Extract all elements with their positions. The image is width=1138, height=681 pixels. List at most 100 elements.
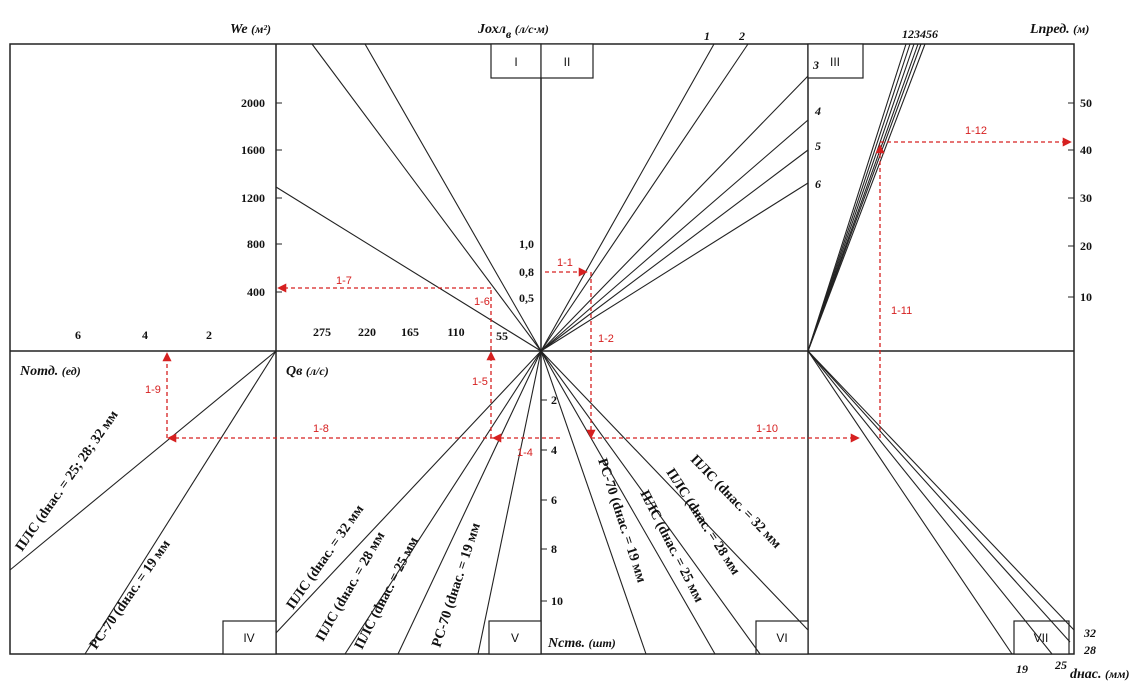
q3-line-5: [807, 43, 922, 352]
quadrant-box-vii: VII: [1013, 620, 1070, 655]
nstv-tick: 8: [551, 542, 557, 556]
line-labels: 1 2 3 4 5 6 123456: [704, 27, 938, 191]
qe-tick: 55: [496, 329, 508, 343]
q2-line-label: 3: [812, 58, 819, 72]
step-label: 1-12: [965, 125, 987, 137]
step-label: 1-1: [557, 257, 573, 269]
quadrant-boxes: I II III IV V VI VII: [222, 43, 1070, 655]
axis-title-joxn: Jохлв (л/с·м): [477, 22, 549, 41]
quadrant-label-vi: VI: [776, 631, 787, 645]
q7-line-c: [807, 350, 1071, 643]
step-label: 1-2: [598, 333, 614, 345]
q1-line-b: [364, 43, 542, 352]
notd-tick: 4: [142, 328, 148, 342]
q3-line-label: 123456: [902, 27, 938, 41]
q5-line-c: [397, 350, 542, 655]
joxn-tick: 0,8: [519, 265, 534, 279]
axis-title-dnas: dнас. (мм): [1070, 667, 1129, 681]
step-label: 1-7: [336, 275, 352, 287]
quadrant-box-iii: III: [807, 43, 864, 79]
step-labels: 1-1 1-2 1-4 1-5 1-6 1-7 1-8 1-9 1-10 1-1…: [145, 125, 987, 459]
step-label: 1-11: [891, 305, 912, 317]
curve-label-q4b: РС-70 (dнас. = 19 мм: [87, 537, 174, 652]
we-tick: 800: [247, 237, 265, 251]
quadrant-box-i: I: [490, 43, 542, 79]
joxn-tick: 1,0: [519, 237, 534, 251]
step-label: 1-10: [756, 423, 778, 435]
step-label: 1-9: [145, 384, 161, 396]
lpred-tick: 40: [1080, 143, 1092, 157]
curve-label-q6a: РС-70 (dнас. = 19 мм: [594, 457, 649, 585]
quadrant-label-v: V: [511, 631, 519, 645]
q6-line-c: [540, 350, 761, 655]
quadrant-label-ii: II: [564, 55, 571, 69]
qe-tick: 220: [358, 325, 376, 339]
q7-line-b: [807, 350, 1053, 655]
axis-title-notd: Nотд. (ед): [19, 364, 81, 379]
step-label: 1-5: [472, 376, 488, 388]
curve-label-q5a: ПЛС (dнас. = 32 мм: [284, 502, 368, 612]
q7-line-d: [807, 350, 1075, 631]
lpred-tick: 10: [1080, 290, 1092, 304]
q2-line-label: 4: [814, 104, 821, 118]
axis-title-nstv: Nств. (шт): [547, 636, 616, 651]
q2-line-2: [540, 43, 749, 352]
quadrant-box-v: V: [488, 620, 542, 655]
d-tick: 25: [1054, 658, 1067, 672]
tick-labels: 2000 1600 1200 800 400 1,0 0,8 0,5 50 40…: [75, 96, 1096, 676]
nstv-tick: 4: [551, 443, 557, 457]
axis-title-we: We (м²): [230, 22, 271, 37]
axis-title-lpred: Lпред. (м): [1029, 22, 1089, 37]
d-tick: 28: [1083, 643, 1096, 657]
d-tick: 19: [1016, 662, 1028, 676]
q3-line-3: [807, 43, 915, 352]
nstv-tick: 2: [551, 393, 557, 407]
solution-path: [162, 137, 1072, 443]
nomogram-lines: [9, 43, 1075, 655]
qe-tick: 165: [401, 325, 419, 339]
q3-line-6: [807, 43, 926, 352]
q6-line-d: [540, 350, 809, 631]
quadrant-label-iii: III: [830, 55, 840, 69]
q6-line-a: [540, 350, 647, 655]
q1-line-a: [311, 43, 542, 352]
quadrant-box-vi: VI: [755, 620, 809, 655]
joxn-tick: 0,5: [519, 291, 534, 305]
we-tick: 400: [247, 285, 265, 299]
we-tick: 1600: [241, 143, 265, 157]
q3-line-2: [807, 43, 911, 352]
axis-tick-marks: [276, 102, 1074, 602]
d-tick: 32: [1083, 626, 1096, 640]
nstv-tick: 6: [551, 493, 557, 507]
q2-line-label: 1: [704, 29, 710, 43]
quadrant-label-vii: VII: [1034, 631, 1049, 645]
quadrant-box-iv: IV: [222, 620, 277, 655]
quadrant-label-iv: IV: [243, 631, 254, 645]
q4-line-b: [84, 350, 277, 655]
we-tick: 2000: [241, 96, 265, 110]
q2-line-1: [540, 43, 715, 352]
quadrant-box-ii: II: [540, 43, 594, 79]
qe-tick: 110: [447, 325, 464, 339]
we-tick: 1200: [241, 191, 265, 205]
step-label: 1-4: [517, 447, 533, 459]
lpred-tick: 20: [1080, 239, 1092, 253]
q3-line-1: [807, 43, 907, 352]
step-label: 1-6: [474, 296, 490, 308]
notd-tick: 2: [206, 328, 212, 342]
axis-titles: We (м²) Jохлв (л/с·м) Lпред. (м) Nотд. (…: [19, 22, 1129, 681]
q2-line-3: [540, 75, 809, 352]
nstv-tick: 10: [551, 594, 563, 608]
q2-line-6: [540, 182, 809, 352]
q6-line-b: [540, 350, 716, 655]
q5-line-d: [477, 350, 542, 655]
q4-line-a: [9, 350, 277, 571]
q2-line-4: [540, 119, 809, 352]
lpred-tick: 30: [1080, 191, 1092, 205]
q5-line-a: [275, 350, 542, 634]
q2-line-label: 5: [815, 139, 821, 153]
q2-line-label: 6: [815, 177, 821, 191]
curve-label-q4a: ПЛС (dнас. = 25; 28; 32 мм: [13, 408, 122, 555]
q7-line-a: [807, 350, 1013, 655]
